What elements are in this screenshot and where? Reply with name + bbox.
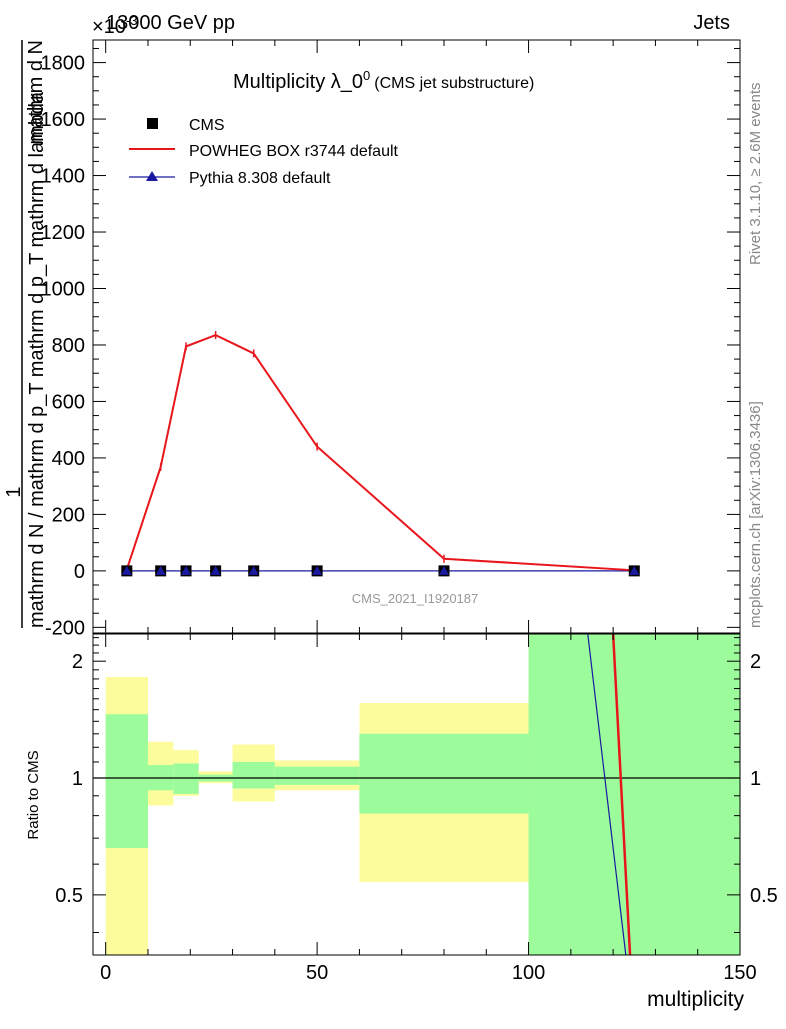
ratio-y-tick-label-right: 1	[750, 768, 761, 790]
pythia-point	[155, 565, 166, 575]
y-title-prefix: 1	[3, 486, 25, 497]
ratio-band-green	[232, 761, 275, 789]
legend: CMS POWHEG BOX r3744 default Pythia 8.30…	[129, 117, 399, 187]
exponent-label: ×10-3	[92, 13, 138, 38]
x-tick-label: 150	[723, 962, 756, 984]
pythia-point	[248, 565, 259, 575]
y-tick-label: 1800	[41, 53, 86, 75]
pythia-point	[312, 565, 323, 575]
ratio-band-green	[105, 714, 148, 849]
y-tick-label: 1000	[41, 278, 86, 300]
y-tick-label: 800	[52, 335, 85, 357]
ratio-band-green	[173, 763, 199, 794]
ratio-band-green	[359, 733, 529, 814]
ratio-y-tick-label-right: 0.5	[750, 885, 778, 907]
powheg-line	[125, 334, 635, 572]
ratio-y-title: Ratio to CMS	[25, 750, 42, 839]
y-title-denominator: mathrm d N / mathrm d p_T mathrm d p_T m…	[26, 91, 48, 628]
y-tick-label: 1600	[41, 109, 86, 131]
legend-pythia-label: Pythia 8.308 default	[189, 170, 331, 187]
mcplots-label: mcplots.cern.ch [arXiv:1306.3436]	[747, 401, 764, 628]
y-tick-label: 1400	[41, 166, 86, 188]
energy-label: 13000 GeV pp	[106, 12, 235, 34]
ratio-ticks: 0.5 0.5 1 1 2 2 0 50 100 150	[55, 634, 778, 984]
pythia-point	[121, 565, 132, 575]
ratio-y-tick-label-right: 2	[750, 651, 761, 673]
y-tick-label: 600	[52, 391, 85, 413]
ratio-powheg-line	[611, 633, 632, 956]
ratio-y-tick-label: 2	[72, 651, 83, 673]
pythia-point	[210, 565, 221, 575]
ratio-bands	[105, 634, 740, 955]
ratio-band-green	[274, 766, 360, 785]
legend-cms-marker	[147, 118, 158, 129]
ratio-frame	[92, 633, 741, 956]
y-tick-label: 0	[74, 561, 85, 583]
x-axis-title: multiplicity	[647, 988, 744, 1011]
main-series	[121, 331, 640, 577]
rivet-label: Rivet 3.1.10, ≥ 2.6M events	[747, 83, 764, 266]
pythia-point	[438, 565, 449, 575]
pythia-point	[181, 565, 192, 575]
ratio-series	[587, 633, 632, 956]
main-ticks: -200 0 200 400 600 800 1000 1200 1400 1600 1800	[41, 40, 741, 639]
main-panel: -200 0 200 400 600 800 1000 1200 1400 1600 1800 Mu…	[41, 39, 741, 639]
legend-pythia-marker	[146, 171, 158, 181]
main-title: Multiplicity λ_00 (CMS jet substructure)	[233, 68, 534, 93]
legend-powheg-label: POWHEG BOX r3744 default	[189, 143, 399, 160]
x-tick-label: 0	[100, 962, 111, 984]
y-tick-label: -200	[45, 617, 85, 639]
pythia-point	[629, 565, 640, 575]
y-tick-label: 200	[52, 504, 85, 526]
y-title-numerator: mathrm d N	[25, 40, 47, 144]
ratio-pythia-line	[587, 633, 627, 956]
ratio-y-tick-label: 0.5	[55, 885, 83, 907]
x-tick-label: 50	[306, 962, 328, 984]
y-tick-label: 400	[52, 448, 85, 470]
ratio-band-green	[528, 634, 740, 955]
main-y-title: 1 mathrm d N mathrm d N / mathrm d p_T m…	[3, 40, 48, 628]
x-tick-label: 100	[512, 962, 545, 984]
ratio-y-tick-label: 1	[72, 768, 83, 790]
legend-cms-label: CMS	[189, 117, 225, 134]
ratio-panel: 0.5 0.5 1 1 2 2 0 50 100 150 Ratio to CMS multipl…	[25, 633, 778, 1011]
analysis-watermark: CMS_2021_I1920187	[352, 591, 479, 606]
process-label: Jets	[693, 12, 730, 34]
y-tick-label: 1200	[41, 222, 86, 244]
